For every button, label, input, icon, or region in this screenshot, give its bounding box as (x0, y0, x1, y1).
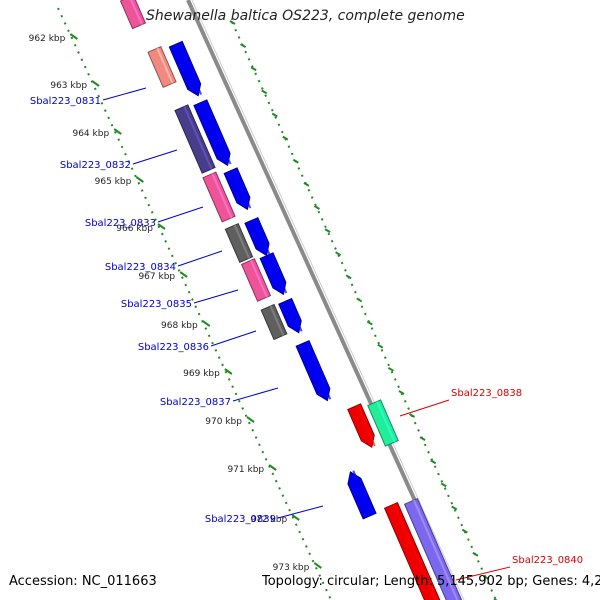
gene-block-magenta[interactable] (240, 258, 272, 302)
gene-label: Sbal223_0837 (160, 397, 231, 408)
gene-label-leader (193, 289, 239, 304)
kbp-tick-label: 973 kbp (273, 563, 310, 573)
cds-arrow-0833[interactable] (223, 167, 252, 211)
cds-arrow-0832[interactable] (193, 99, 232, 167)
outer-tick-mark (313, 205, 320, 210)
gene-label-leader (177, 250, 223, 267)
outer-tick-mark (398, 390, 405, 395)
outer-tick-mark (240, 43, 247, 48)
outer-tick-mark (482, 575, 489, 580)
gene-label: Sbal223_0833 (85, 218, 156, 229)
gene-block-purple[interactable] (174, 104, 216, 174)
kbp-tick-label: 967 kbp (138, 272, 175, 282)
outer-tick-mark (377, 343, 384, 349)
cds-arrow-0834[interactable] (244, 217, 271, 257)
outer-tick-mark (282, 135, 289, 141)
cds-arrow-0835[interactable] (259, 252, 288, 296)
outer-tick-mark (461, 528, 468, 534)
kbp-tick-label: 964 kbp (72, 129, 109, 139)
accession-text: Accession: NC_011663 (9, 574, 157, 589)
gene-block-gray-2[interactable] (260, 303, 288, 341)
gene-block-red-0840[interactable] (383, 501, 442, 600)
kbp-tick-mark (246, 416, 255, 423)
kbp-tick-label: 970 kbp (205, 417, 242, 427)
outer-tick-mark (440, 482, 447, 488)
kbp-tick-label: 971 kbp (227, 465, 264, 475)
outer-tick-line (231, 21, 497, 600)
outer-tick-mark (451, 505, 458, 511)
cds-arrow-0836[interactable] (278, 297, 303, 334)
outer-tick-mark (292, 158, 299, 164)
outer-tick-mark (430, 459, 437, 465)
kbp-tick-mark (224, 368, 233, 375)
kbp-tick-mark (268, 464, 277, 471)
gene-label-leader (455, 566, 511, 581)
cds-arrow-0839[interactable] (347, 470, 377, 520)
kbp-tick-label: 969 kbp (183, 369, 220, 379)
gene-label: Sbal223_0838 (451, 388, 522, 399)
kbp-tick-mark (91, 80, 100, 87)
outer-tick-mark (356, 297, 363, 303)
outer-tick-mark (261, 89, 268, 95)
gene-block-teal[interactable] (367, 399, 399, 447)
outer-tick-mark (409, 413, 416, 418)
gene-label: Sbal223_0836 (138, 342, 209, 353)
kbp-tick-mark (135, 176, 144, 183)
gene-label-leader (210, 330, 257, 347)
outer-tick-mark (303, 181, 310, 187)
cds-arrow-0831[interactable] (168, 40, 203, 97)
outer-tick-mark (345, 274, 352, 280)
gene-label: Sbal223_0834 (105, 262, 176, 273)
kbp-tick-label: 966 kbp (116, 224, 153, 234)
kbp-tick-mark (113, 128, 122, 135)
gene-label: Sbal223_0839 (205, 514, 276, 525)
gene-block-lavender[interactable] (403, 497, 463, 600)
kbp-tick-label: 968 kbp (161, 321, 198, 331)
outer-tick-mark (271, 112, 278, 118)
kbp-tick-label: 965 kbp (95, 177, 132, 187)
gene-label: Sbal223_0831 (30, 96, 101, 107)
gene-block-pink[interactable] (202, 171, 236, 223)
outer-tick-mark (324, 228, 331, 233)
outer-tick-mark (335, 251, 342, 257)
kbp-tick-mark (202, 320, 211, 327)
outer-tick-mark (387, 366, 394, 372)
kbp-tick-label: 972 kbp (250, 515, 287, 525)
gene-label-leader (157, 206, 204, 223)
topology-text: Topology: circular; Length: 5,145,902 bp… (262, 574, 600, 589)
kbp-tick-label: 962 kbp (29, 34, 66, 44)
kbp-tick-mark (157, 223, 166, 230)
gene-label: Sbal223_0832 (60, 160, 131, 171)
gene-label-leader (102, 87, 147, 101)
gene-block-salmon[interactable] (147, 46, 177, 88)
backbone-highlight (191, 0, 465, 600)
kbp-tick-label: 963 kbp (50, 81, 87, 91)
gene-block-red-0838[interactable] (347, 403, 376, 449)
outer-tick-mark (419, 436, 426, 442)
kbp-tick-mark (313, 562, 322, 569)
cds-arrow-0837[interactable] (295, 340, 332, 402)
gene-label: Sbal223_0840 (512, 555, 583, 566)
gene-label-leader (232, 387, 279, 402)
gene-label-leader (399, 399, 450, 417)
outer-tick-mark (229, 20, 236, 25)
outer-tick-mark (472, 551, 479, 557)
kbp-tick-mark (291, 514, 300, 521)
gene-label-leader (277, 505, 324, 519)
outer-tick-mark (366, 320, 373, 326)
gene-label: Sbal223_0835 (121, 299, 192, 310)
gene-label-leader (132, 149, 178, 165)
gene-block-pink-top[interactable] (119, 0, 147, 30)
kbp-tick-mark (69, 33, 78, 40)
gene-block-gray[interactable] (224, 222, 254, 264)
map-title: Shewanella baltica OS223, complete genom… (146, 8, 465, 24)
outer-tick-mark (250, 66, 257, 72)
kbp-tick-mark (179, 271, 188, 278)
